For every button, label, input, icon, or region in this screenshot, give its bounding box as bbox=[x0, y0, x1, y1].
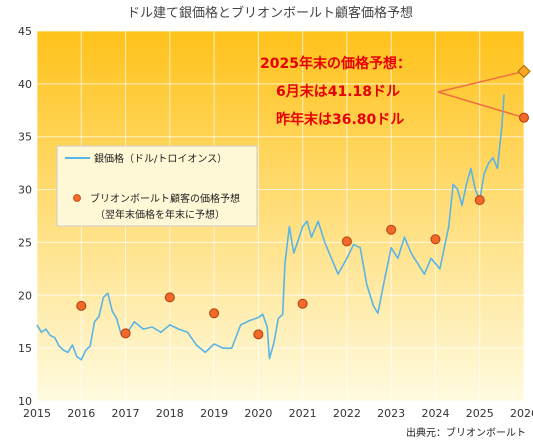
legend-marker-sub-label: （翌年末価格を年末に予想） bbox=[95, 208, 225, 221]
annotation-line-3: 昨年末は36.80ドル bbox=[276, 111, 404, 128]
legend-line-label: 銀価格（ドル/トロイオンス） bbox=[94, 152, 227, 165]
y-tick-label: 40 bbox=[18, 78, 32, 91]
x-tick-label: 2018 bbox=[156, 407, 184, 420]
x-tick-label: 2026 bbox=[510, 407, 533, 420]
legend: 銀価格（ドル/トロイオンス） ブリオンボールト顧客の価格予想 （翌年末価格を年末… bbox=[56, 145, 258, 227]
forecast-marker bbox=[209, 308, 220, 319]
forecast-marker bbox=[519, 112, 529, 123]
x-tick-label: 2020 bbox=[244, 407, 272, 420]
x-tick-label: 2021 bbox=[289, 407, 317, 420]
y-tick-labels: 10 15 20 25 30 35 40 45 bbox=[18, 25, 32, 408]
y-tick-label: 35 bbox=[18, 131, 32, 144]
forecast-marker bbox=[253, 329, 264, 340]
forecast-diamond-marker bbox=[517, 64, 531, 79]
forecast-marker bbox=[341, 236, 352, 247]
forecast-markers bbox=[76, 64, 531, 340]
x-tick-label: 2015 bbox=[23, 407, 51, 420]
annotation-line-2: 6月末は41.18ドル bbox=[276, 83, 400, 100]
legend-marker-swatch bbox=[73, 194, 81, 202]
forecast-marker bbox=[120, 328, 131, 339]
x-tick-label: 2025 bbox=[466, 407, 494, 420]
forecast-marker bbox=[386, 224, 397, 235]
forecast-marker bbox=[76, 300, 87, 311]
y-tick-label: 30 bbox=[18, 184, 32, 197]
silver-price-line bbox=[36, 94, 505, 361]
y-tick-label: 45 bbox=[18, 25, 32, 38]
forecast-marker bbox=[430, 234, 441, 245]
legend-box bbox=[56, 145, 258, 227]
x-tick-label: 2016 bbox=[67, 407, 95, 420]
chart-title: ドル建て銀価格とブリオンボールト顧客価格予想 bbox=[127, 5, 413, 21]
x-tick-label: 2019 bbox=[200, 407, 228, 420]
source-label: 出典元：ブリオンボールト bbox=[406, 426, 526, 439]
y-tick-label: 20 bbox=[18, 289, 32, 302]
y-tick-label: 15 bbox=[18, 342, 32, 355]
y-tick-label: 25 bbox=[18, 236, 32, 249]
x-tick-label: 2023 bbox=[377, 407, 405, 420]
forecast-marker bbox=[164, 292, 175, 303]
forecast-marker bbox=[474, 195, 485, 206]
x-tick-labels: 2015 2016 2017 2018 2019 2020 2021 2022 2023 2024… bbox=[23, 407, 533, 420]
silver-price-series bbox=[36, 94, 505, 361]
annotation: 2025年末の価格予想： 6月末は41.18ドル 昨年末は36.80ドル bbox=[260, 55, 411, 128]
annotation-line-1: 2025年末の価格予想： bbox=[260, 55, 411, 72]
connector-line-lastyear bbox=[437, 91, 525, 119]
forecast-marker bbox=[297, 298, 308, 309]
x-tick-label: 2017 bbox=[112, 407, 140, 420]
connector-line-june bbox=[437, 70, 525, 93]
forecast-connector-lines bbox=[437, 70, 525, 119]
legend-marker-label: ブリオンボールト顧客の価格予想 bbox=[90, 192, 240, 205]
y-tick-label: 10 bbox=[18, 395, 32, 408]
x-tick-label: 2024 bbox=[421, 407, 449, 420]
x-tick-label: 2022 bbox=[333, 407, 361, 420]
